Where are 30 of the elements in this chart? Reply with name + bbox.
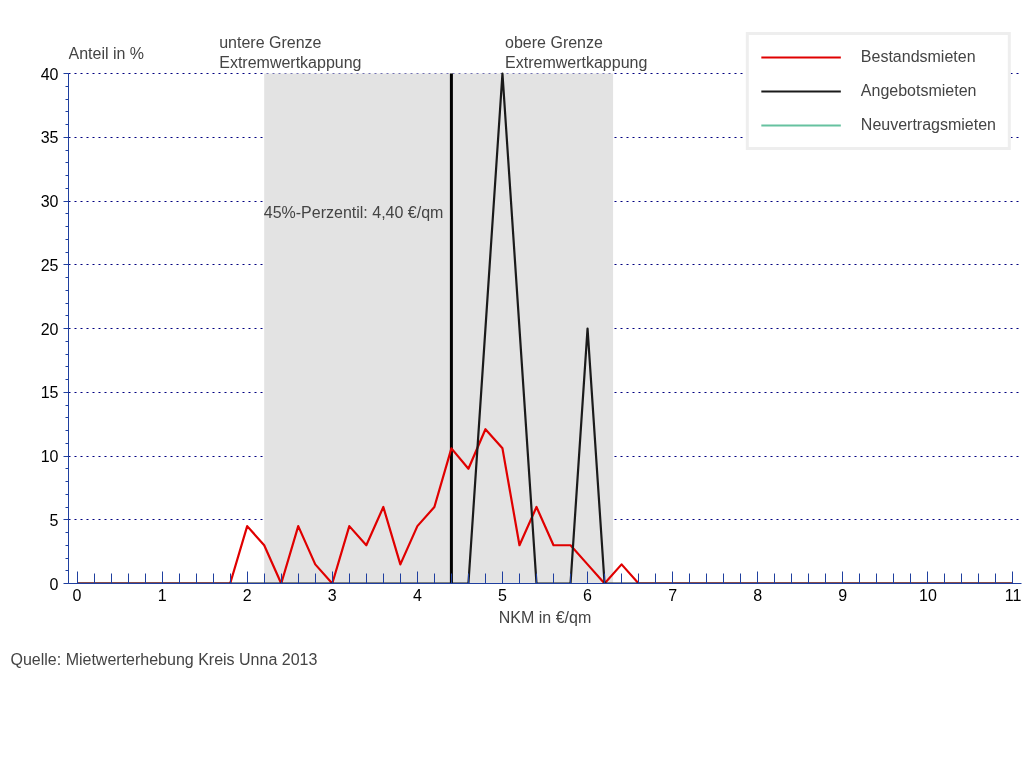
y-tick-label: 30: [40, 193, 59, 210]
legend-label: Bestandsmieten: [860, 48, 976, 66]
y-tick-label: 25: [40, 256, 59, 274]
legend-label: Neuvertragsmieten: [860, 116, 996, 134]
y-tick-label: 15: [40, 384, 59, 402]
source-note: Quelle: Mietwerterhebung Kreis Unna 2013: [10, 650, 318, 668]
x-tick-label: 10: [919, 586, 937, 604]
x-axis-title: NKM in €/qm: [498, 608, 592, 626]
y-tick-label: 20: [40, 320, 59, 338]
y-tick-label: 35: [40, 129, 59, 147]
x-tick-label: 11: [1004, 586, 1022, 604]
x-tick-label: 7: [668, 586, 678, 604]
x-tick-label: 1: [157, 586, 167, 604]
y-tick-label: 5: [49, 511, 59, 529]
y-tick-label: 0: [49, 575, 59, 593]
x-tick-label: 2: [242, 586, 252, 604]
x-tick-label: 4: [412, 586, 422, 604]
x-tick-label: 3: [327, 586, 337, 604]
x-tick-label: 9: [838, 586, 848, 604]
annotation: obere Grenze Extremwertkappung: [505, 34, 648, 72]
ref-line-label: 45%-Perzentil: 4,40 €/qm: [263, 204, 444, 222]
y-axis-title: Anteil in %: [68, 44, 145, 62]
x-tick-label: 0: [72, 586, 82, 604]
annotation: untere Grenze Extremwertkappung: [219, 34, 362, 72]
x-tick-label: 8: [753, 586, 763, 604]
legend-label: Angebotsmieten: [860, 82, 977, 100]
x-tick-label: 5: [498, 586, 508, 604]
y-tick-label: 10: [40, 448, 59, 465]
y-tick-label: 40: [40, 65, 59, 83]
x-tick-label: 6: [583, 586, 593, 604]
